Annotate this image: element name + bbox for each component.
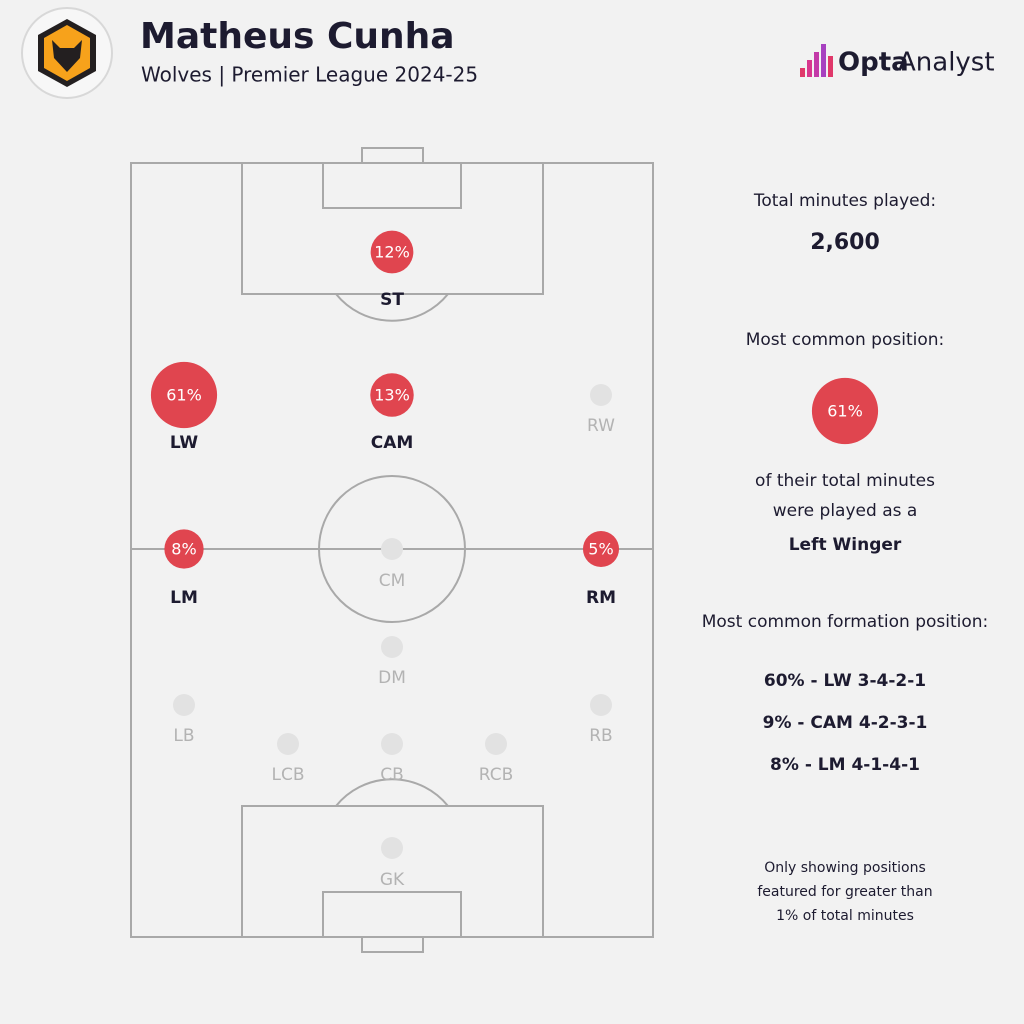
footnote: featured for greater than [757,884,932,900]
position-label: RCB [479,765,514,785]
position-label: CB [380,765,404,785]
position-bubble [370,373,414,417]
position-dot [173,694,195,716]
brand-logo: Opta Analyst [800,44,995,78]
position-label: GK [380,870,405,890]
formation-item: 9% - CAM 4-2-3-1 [763,713,928,733]
footnote: Only showing positions [764,860,926,876]
position-label: RB [589,726,612,746]
common-label: Most common position: [746,330,945,350]
common-position: Left Winger [789,535,902,555]
position-label: LW [170,433,199,453]
position-dot [590,384,612,406]
position-label: ST [380,290,404,310]
subtitle: Wolves | Premier League 2024-25 [141,63,478,87]
position-label: RM [586,588,616,608]
footnote: 1% of total minutes [776,908,914,924]
position-label: DM [378,668,406,688]
position-label: CAM [371,433,414,453]
position-bubble [582,530,620,568]
position-dot [590,694,612,716]
common-text: of their total minutes [755,471,935,491]
position-label: LCB [271,765,304,785]
position-dot [485,733,507,755]
position-dot [277,733,299,755]
position-dot [381,733,403,755]
title: Matheus Cunha [140,16,455,57]
formation-label: Most common formation position: [702,612,989,632]
position-dot [381,837,403,859]
position-label: CM [379,571,406,591]
minutes-label: Total minutes played: [753,191,936,211]
position-bubble [150,361,218,429]
formation-item: 60% - LW 3-4-2-1 [764,671,926,691]
brand-light: Analyst [898,48,995,78]
position-share: 13% [374,386,410,405]
position-dot [381,538,403,560]
position-label: LB [173,726,194,746]
common-text: were played as a [773,501,918,521]
common-share: 61% [827,402,863,421]
positions: 12% ST 61% LW 13% CAM RW 8% LM CM 5% RM DM LB RB LCB CB R… [150,230,620,890]
formation-item: 8% - LM 4-1-4-1 [770,755,920,775]
position-dot [381,636,403,658]
club-badge [21,7,113,99]
common-bubble [811,377,879,445]
position-bubble [164,529,204,569]
position-bubble [370,230,414,274]
position-label: RW [587,416,615,436]
minutes-value: 2,600 [810,230,880,255]
side-panel: Total minutes played: 2,600 Most common po… [702,191,989,924]
brand-bold: Opta [838,48,909,78]
position-share: 61% [166,386,202,405]
position-share: 8% [171,540,196,559]
position-share: 12% [374,243,410,262]
position-share: 5% [588,540,613,559]
position-label: LM [170,588,198,608]
